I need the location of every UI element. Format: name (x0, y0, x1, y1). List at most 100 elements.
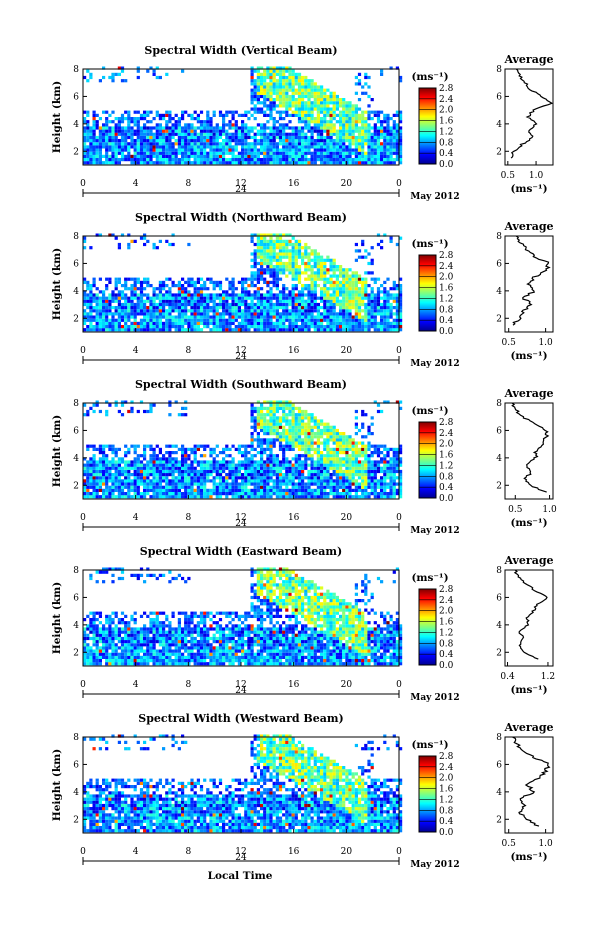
heatmap-cell (260, 306, 264, 310)
heatmap-cell (361, 328, 365, 332)
heatmap-cell (272, 239, 276, 243)
heatmap-cell (196, 302, 200, 307)
heatmap-cell (92, 495, 96, 499)
heatmap-cell (143, 409, 147, 414)
date-marker: 24 (235, 352, 247, 362)
heatmap-cell (162, 463, 166, 467)
heatmap-cell (89, 466, 93, 470)
heatmap-cell (92, 280, 96, 284)
heatmap-cell (313, 290, 317, 294)
heatmap-cell (225, 142, 229, 146)
heatmap-cell (158, 151, 162, 155)
heatmap-cell (386, 117, 390, 121)
heatmap-cell (215, 135, 219, 140)
heatmap-cell (174, 318, 178, 322)
heatmap-cell (357, 126, 362, 130)
heatmap-cell (149, 135, 153, 140)
heatmap-cell (282, 287, 286, 291)
heatmap-cell (282, 252, 286, 256)
heatmap-cell (288, 296, 292, 300)
heatmap-cell (266, 479, 270, 483)
heatmap-cell (108, 233, 112, 237)
heatmap-cell (136, 460, 140, 464)
heatmap-cell (256, 82, 260, 86)
heatmap-cell (209, 158, 213, 162)
heatmap-cell (313, 258, 317, 262)
heatmap-cell (320, 315, 324, 319)
heatmap-cell (222, 321, 226, 325)
heatmap-cell (395, 309, 399, 313)
heatmap-cell (367, 261, 371, 266)
heatmap-cell (364, 110, 368, 114)
heatmap-cell (98, 161, 102, 165)
heatmap-cell (98, 457, 102, 461)
heatmap-cell (111, 79, 115, 83)
heatmap-cell (171, 233, 175, 237)
heatmap-cell (158, 161, 162, 165)
heatmap-cell (395, 242, 399, 247)
heatmap-cell (228, 466, 232, 470)
heatmap-cell (342, 104, 346, 108)
heatmap-cell (253, 151, 257, 155)
heatmap-cell (190, 492, 194, 496)
colorbar-tick-label: 1.2 (439, 294, 453, 304)
heatmap-cell (139, 142, 144, 146)
heatmap-cell (127, 447, 131, 451)
heatmap-cell (282, 447, 286, 451)
heatmap-cell (269, 306, 273, 310)
heatmap-cell (256, 400, 260, 404)
heatmap-cell (348, 293, 352, 297)
heatmap-cell (155, 460, 159, 464)
heatmap-cell (269, 492, 273, 496)
heatmap-cell (209, 117, 213, 121)
heatmap-cell (231, 284, 235, 288)
heatmap-cell (92, 142, 96, 146)
heatmap-cell (165, 479, 169, 483)
heatmap-cell (120, 290, 125, 294)
heatmap-cell (124, 117, 128, 121)
heatmap-cell (282, 142, 286, 146)
heatmap-cell (294, 428, 298, 433)
heatmap-cell (285, 135, 289, 140)
heatmap-cell (127, 120, 131, 124)
heatmap-cell (307, 438, 311, 442)
heatmap-cell (304, 409, 308, 414)
heatmap-cell (222, 447, 226, 451)
heatmap-cell (102, 299, 106, 303)
heatmap-cell (139, 158, 144, 162)
heatmap-cell (297, 129, 302, 133)
heatmap-cell (266, 406, 270, 410)
heatmap-cell (215, 309, 219, 313)
heatmap-cell (253, 460, 257, 464)
heatmap-cell (174, 309, 178, 313)
heatmap-cell (291, 476, 295, 480)
heatmap-cell (323, 94, 327, 99)
heatmap-cell (206, 473, 210, 477)
heatmap-cell (215, 492, 219, 496)
heatmap-cell (260, 416, 264, 420)
heatmap-cell (199, 123, 204, 127)
heatmap-cell (364, 328, 368, 332)
heatmap-cell (231, 306, 235, 310)
heatmap-cell (225, 476, 229, 480)
heatmap-cell (386, 277, 390, 281)
heatmap-cell (348, 296, 352, 300)
heatmap-cell (206, 277, 210, 281)
heatmap-cell (272, 444, 276, 448)
heatmap-cell (152, 287, 156, 291)
heatmap-cell (149, 120, 153, 124)
heatmap-cell (291, 148, 295, 152)
heatmap-cell (361, 120, 365, 124)
heatmap-cell (127, 117, 131, 121)
heatmap-cell (339, 132, 343, 136)
heatmap-cell (285, 479, 289, 483)
heatmap-cell (165, 120, 169, 124)
heatmap-cell (297, 117, 302, 121)
heatmap-cell (282, 309, 286, 313)
heatmap-cell (329, 312, 333, 316)
heatmap-cell (222, 145, 226, 149)
heatmap-cell (361, 117, 365, 121)
heatmap-cell (250, 406, 254, 410)
heatmap-cell (253, 293, 257, 297)
heatmap-cell (294, 265, 298, 269)
